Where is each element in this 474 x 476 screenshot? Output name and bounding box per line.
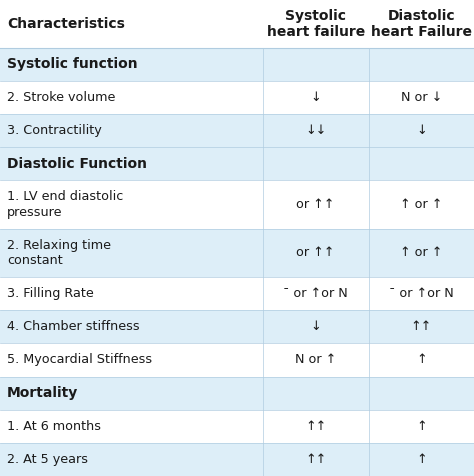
Bar	[0, 114, 474, 147]
Text: Diastolic Function: Diastolic Function	[7, 157, 147, 171]
Text: ↓: ↓	[310, 91, 321, 104]
Text: Characteristics: Characteristics	[7, 17, 125, 31]
Text: 3. Filling Rate: 3. Filling Rate	[7, 287, 94, 300]
Text: ¯ or ↑or N: ¯ or ↑or N	[389, 287, 454, 300]
Bar	[0, 81, 474, 114]
Bar	[0, 147, 474, 180]
Bar	[0, 310, 474, 343]
Bar	[0, 228, 474, 277]
Text: 1. LV end diastolic
pressure: 1. LV end diastolic pressure	[7, 190, 123, 218]
Text: Mortality: Mortality	[7, 386, 78, 400]
Text: ↑: ↑	[416, 420, 427, 433]
Text: ↑↑: ↑↑	[411, 320, 432, 333]
Text: Systolic function: Systolic function	[7, 57, 138, 71]
Text: N or ↑: N or ↑	[295, 353, 337, 367]
Text: ↓: ↓	[310, 320, 321, 333]
Text: ↑: ↑	[416, 453, 427, 466]
Text: 4. Chamber stiffness: 4. Chamber stiffness	[7, 320, 140, 333]
Text: Systolic
heart failure: Systolic heart failure	[266, 9, 365, 39]
Text: ↑↑: ↑↑	[305, 420, 326, 433]
Bar	[0, 410, 474, 443]
Text: 5. Myocardial Stiffness: 5. Myocardial Stiffness	[7, 353, 152, 367]
Bar	[0, 377, 474, 410]
Text: 2. Stroke volume: 2. Stroke volume	[7, 91, 116, 104]
Text: or ↑↑: or ↑↑	[297, 246, 335, 259]
Text: ↓↓: ↓↓	[305, 124, 326, 137]
Text: ↓: ↓	[416, 124, 427, 137]
Text: ¯ or ↑or N: ¯ or ↑or N	[283, 287, 348, 300]
Text: N or ↓: N or ↓	[401, 91, 442, 104]
Text: Diastolic
heart Failure: Diastolic heart Failure	[371, 9, 472, 39]
Text: ↑ or ↑: ↑ or ↑	[400, 198, 443, 211]
Bar	[0, 0, 474, 48]
Text: 1. At 6 months: 1. At 6 months	[7, 420, 101, 433]
Bar	[0, 48, 474, 81]
Bar	[0, 443, 474, 476]
Text: ↑↑: ↑↑	[305, 453, 326, 466]
Bar	[0, 277, 474, 310]
Text: 2. Relaxing time
constant: 2. Relaxing time constant	[7, 238, 111, 267]
Text: 2. At 5 years: 2. At 5 years	[7, 453, 88, 466]
Bar	[0, 180, 474, 228]
Bar	[0, 343, 474, 377]
Text: or ↑↑: or ↑↑	[297, 198, 335, 211]
Text: 3. Contractility: 3. Contractility	[7, 124, 102, 137]
Text: ↑: ↑	[416, 353, 427, 367]
Text: ↑ or ↑: ↑ or ↑	[400, 246, 443, 259]
